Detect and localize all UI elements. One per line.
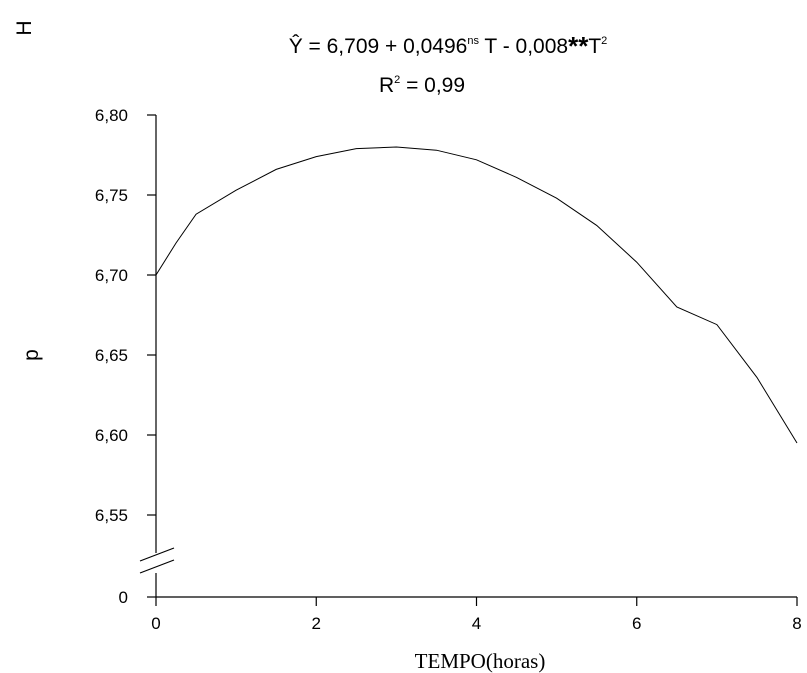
chart-title-equation: Ŷ = 6,709 + 0,0496ns T - 0,008**T2 [289,31,608,61]
y-tick-label: 6,75 [95,186,128,205]
r2-superscript: 2 [394,74,400,86]
chart-r-squared: R2 = 0,99 [379,74,465,97]
x-ticks: 0 2 4 6 8 [151,597,802,633]
r2-rest: = 0,99 [400,74,465,97]
axis-break-mark-2 [139,559,175,574]
y-ticks: 0 6,55 6,60 6,65 6,70 6,75 6,80 [95,106,156,607]
y-axis-label-p: p [20,349,43,361]
x-tick-label: 2 [312,614,321,633]
x-tick-label: 8 [792,614,801,633]
r2-base: R [379,74,394,97]
x-tick-label: 4 [472,614,481,633]
y-tick-label: 6,65 [95,346,128,365]
equation-main: Ŷ = 6,709 + 0,0496 [289,35,468,58]
x-axis-label: TEMPO(horas) [415,649,546,673]
equation-superscript-2: 2 [601,35,607,47]
axis-break-mark-1 [139,547,175,562]
y-axis-label-h: H [13,20,36,35]
equation-middle: T - 0,008 [479,35,568,58]
x-tick-label: 0 [151,614,160,633]
y-axis [139,115,175,597]
y-tick-label: 6,80 [95,106,128,125]
series [155,146,798,444]
equation-significance: ** [568,31,589,61]
equation-t: T [588,35,601,58]
y-tick-label: 6,55 [95,506,128,525]
equation-superscript-ns: ns [467,35,479,47]
y-tick-label: 6,60 [95,426,128,445]
series-line [155,146,798,444]
x-tick-label: 6 [632,614,641,633]
y-tick-label: 0 [119,588,128,607]
y-tick-label: 6,70 [95,266,128,285]
